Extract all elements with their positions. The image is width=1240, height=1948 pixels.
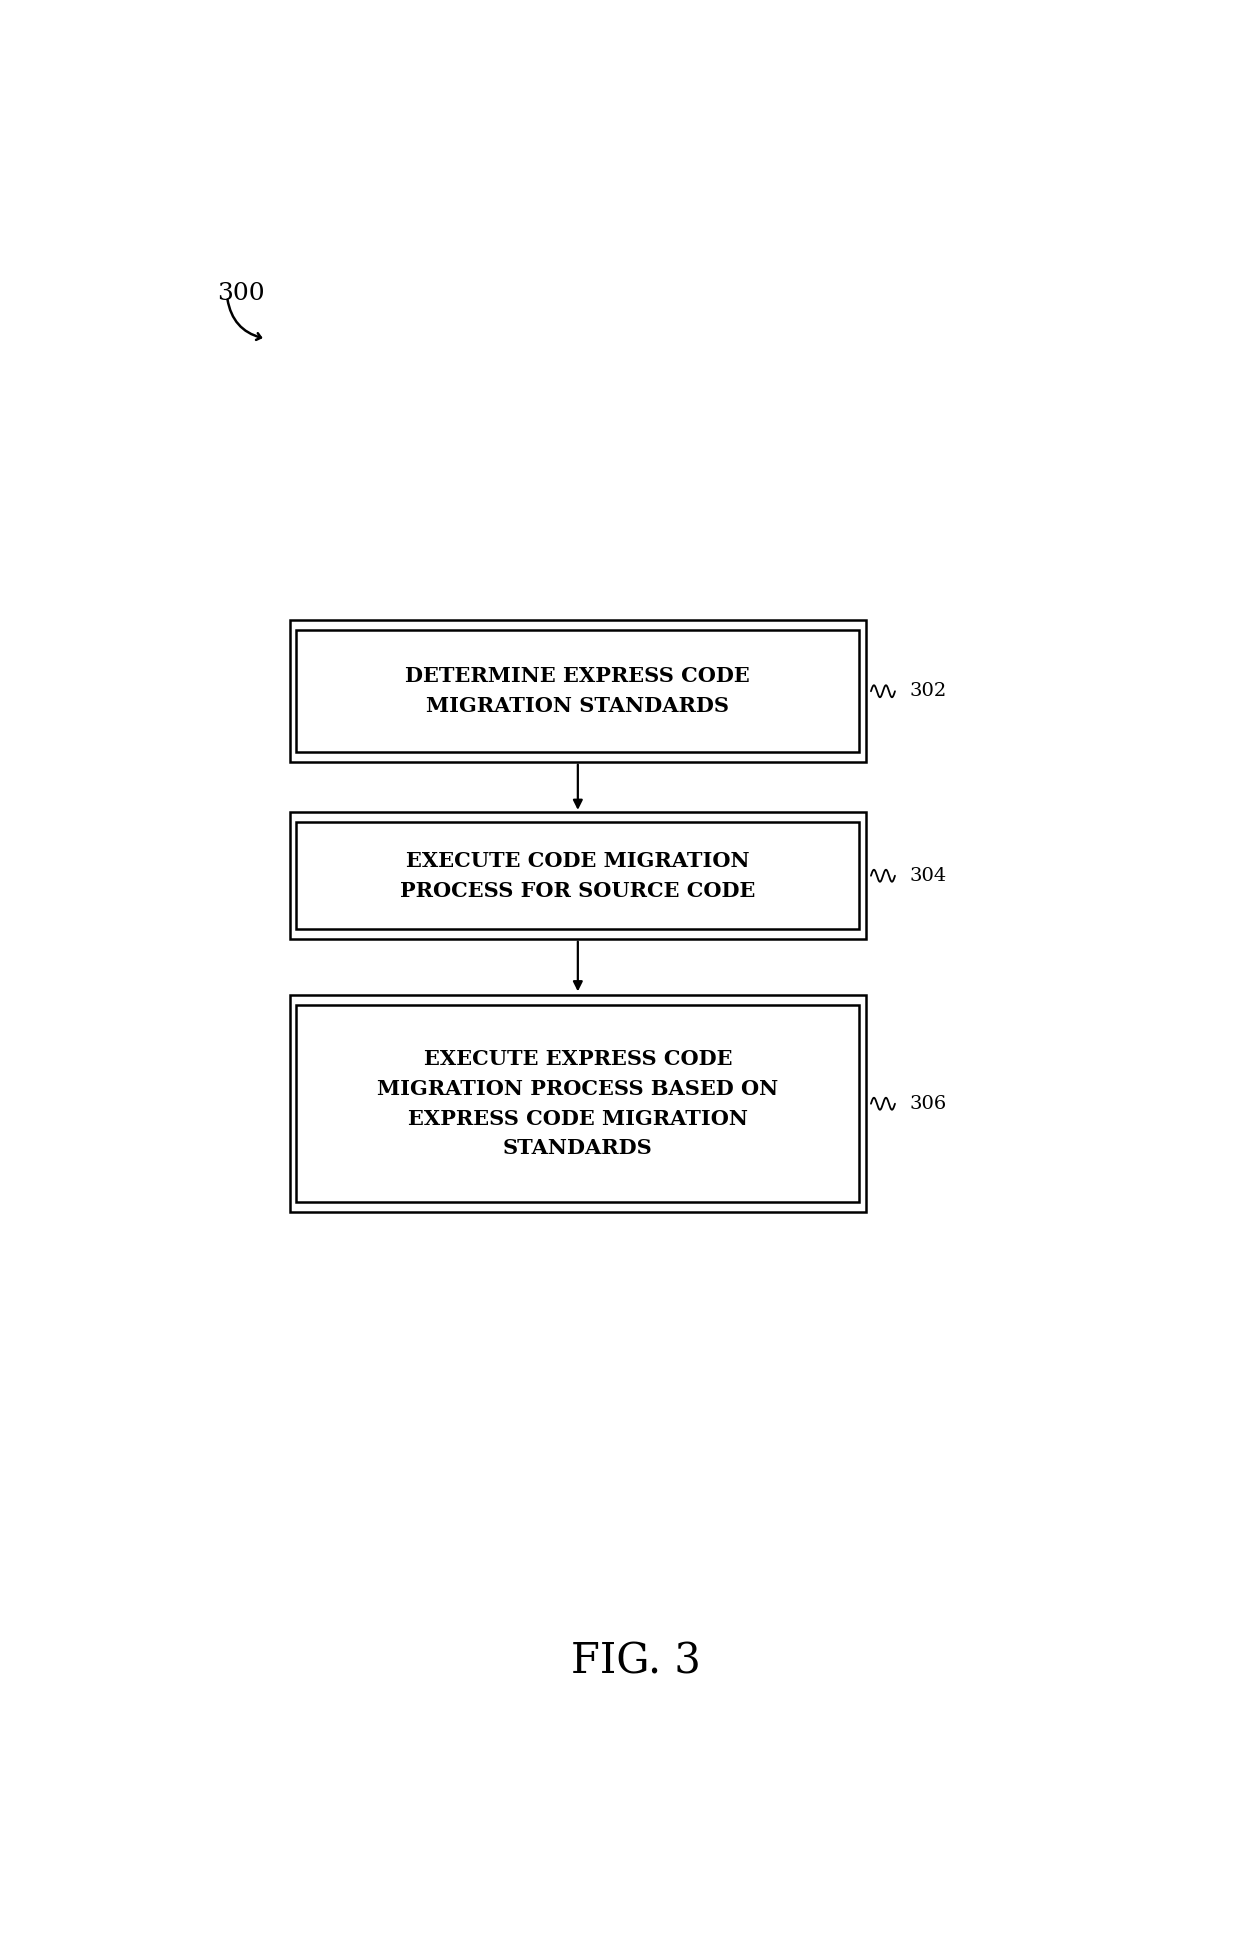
Text: 306: 306 bbox=[909, 1095, 946, 1112]
Text: DETERMINE EXPRESS CODE
MIGRATION STANDARDS: DETERMINE EXPRESS CODE MIGRATION STANDAR… bbox=[405, 666, 750, 717]
Text: EXECUTE EXPRESS CODE
MIGRATION PROCESS BASED ON
EXPRESS CODE MIGRATION
STANDARDS: EXECUTE EXPRESS CODE MIGRATION PROCESS B… bbox=[377, 1050, 779, 1159]
Bar bbox=[290, 995, 867, 1212]
Text: 302: 302 bbox=[909, 682, 946, 699]
Text: FIG. 3: FIG. 3 bbox=[570, 1640, 701, 1683]
Bar bbox=[290, 619, 867, 762]
Text: 300: 300 bbox=[217, 282, 265, 304]
Bar bbox=[296, 822, 859, 929]
Text: EXECUTE CODE MIGRATION
PROCESS FOR SOURCE CODE: EXECUTE CODE MIGRATION PROCESS FOR SOURC… bbox=[401, 851, 755, 900]
Bar bbox=[296, 631, 859, 752]
Bar bbox=[296, 1005, 859, 1202]
Text: 304: 304 bbox=[909, 867, 946, 884]
Bar bbox=[290, 812, 867, 939]
